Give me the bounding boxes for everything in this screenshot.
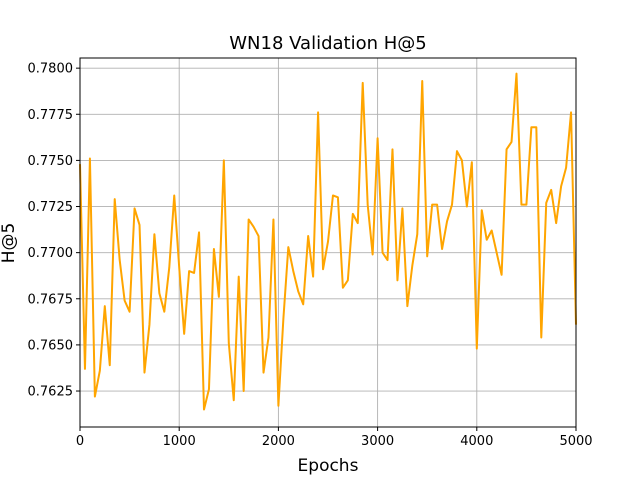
y-tick-label: 0.7675 (28, 292, 74, 307)
y-tick-label: 0.7725 (28, 200, 74, 215)
x-tick-label: 2000 (262, 434, 295, 449)
plot-frame (79, 57, 577, 428)
x-tick-label: 4000 (460, 434, 493, 449)
x-axis-title: Epochs (298, 456, 359, 476)
y-tick-label: 0.7650 (28, 338, 74, 353)
ticks: 0 1000 2000 3000 4000 5000 0.7625 0.7650 0.7675 0… (28, 62, 593, 449)
x-tick-label: 5000 (559, 434, 592, 449)
chart-title: WN18 Validation H@5 (229, 33, 426, 54)
y-tick-label: 0.7625 (28, 385, 74, 400)
y-tick-label: 0.7800 (28, 62, 74, 77)
y-tick-label: 0.7750 (28, 154, 74, 169)
x-tick-label: 3000 (361, 434, 394, 449)
y-tick-label: 0.7700 (28, 246, 74, 261)
series-line (79, 72, 577, 411)
x-tick-label: 1000 (163, 434, 196, 449)
series-layer (79, 72, 577, 411)
x-tick-label: 0 (76, 434, 84, 449)
y-axis-title: H@5 (0, 223, 19, 264)
y-tick-label: 0.7775 (28, 108, 74, 123)
